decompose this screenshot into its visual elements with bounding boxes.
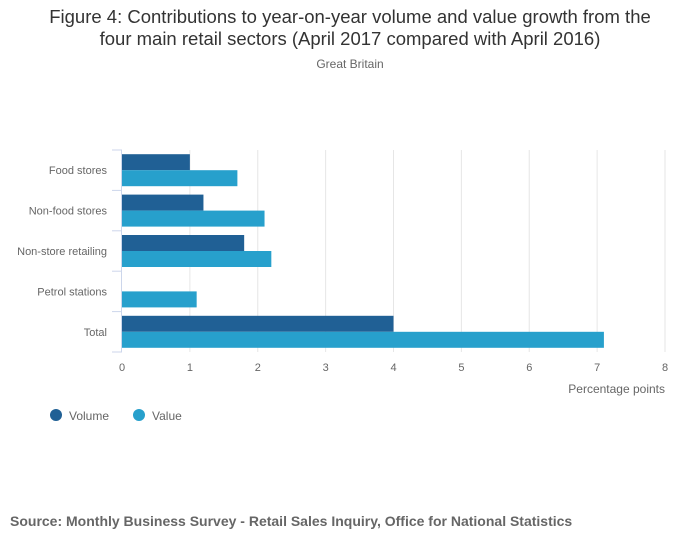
legend-label[interactable]: Volume xyxy=(69,409,109,423)
legend: Volume Value xyxy=(50,409,182,423)
bar-value[interactable] xyxy=(122,331,604,348)
bar-volume[interactable] xyxy=(122,235,245,251)
x-tick-label: 4 xyxy=(390,362,396,374)
x-tick-label: 0 xyxy=(119,362,125,374)
bar-value[interactable] xyxy=(122,251,272,267)
bar-value[interactable] xyxy=(122,170,238,187)
x-tick-label: 8 xyxy=(662,362,668,374)
bar-value[interactable] xyxy=(122,210,265,227)
legend-label[interactable]: Value xyxy=(152,409,182,423)
legend-marker-value xyxy=(133,409,145,421)
bar-volume[interactable] xyxy=(122,315,394,332)
x-tick-label: 6 xyxy=(526,362,532,374)
chart-title-line-2: four main retail sectors (April 2017 com… xyxy=(99,28,601,49)
source-note: Source: Monthly Business Survey - Retail… xyxy=(10,513,573,529)
chart-subtitle: Great Britain xyxy=(316,57,384,71)
x-tick-label: 7 xyxy=(594,362,600,374)
category-label: Food stores xyxy=(49,165,108,177)
x-tick-label: 3 xyxy=(323,362,329,374)
legend-marker-volume xyxy=(50,409,62,421)
x-axis-title: Percentage points xyxy=(568,382,665,396)
x-tick-label: 2 xyxy=(255,362,261,374)
chart-title-line-1: Figure 4: Contributions to year-on-year … xyxy=(49,6,651,27)
bar-value[interactable] xyxy=(122,291,197,308)
chart-title: Figure 4: Contributions to year-on-year … xyxy=(0,6,700,50)
x-axis: 0 1 2 3 4 5 6 7 8 xyxy=(119,362,668,374)
category-label: Total xyxy=(84,327,107,339)
bar-volume[interactable] xyxy=(122,194,204,211)
category-label: Petrol stations xyxy=(37,286,107,298)
x-tick-label: 5 xyxy=(458,362,464,374)
x-tick-label: 1 xyxy=(187,362,193,374)
category-label: Non-food stores xyxy=(29,206,108,218)
category-label: Non-store retailing xyxy=(17,246,107,258)
y-axis: Food stores Non-food stores Non-store reta… xyxy=(17,149,122,353)
bar-volume[interactable] xyxy=(122,154,190,171)
bars xyxy=(122,154,604,348)
